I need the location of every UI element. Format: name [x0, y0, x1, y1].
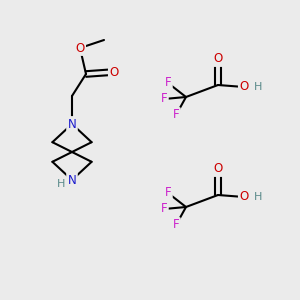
Text: H: H [254, 82, 262, 92]
Text: N: N [68, 118, 76, 130]
Text: O: O [239, 80, 249, 94]
Text: N: N [68, 173, 76, 187]
Text: F: F [173, 109, 179, 122]
Text: F: F [161, 202, 167, 215]
Text: F: F [173, 218, 179, 232]
Text: F: F [161, 92, 167, 106]
Text: O: O [239, 190, 249, 203]
Text: O: O [213, 52, 223, 65]
Text: O: O [75, 41, 85, 55]
Text: H: H [254, 192, 262, 202]
Text: F: F [165, 187, 171, 200]
Text: H: H [57, 179, 65, 189]
Text: O: O [213, 163, 223, 176]
Text: O: O [110, 65, 118, 79]
Text: F: F [165, 76, 171, 89]
